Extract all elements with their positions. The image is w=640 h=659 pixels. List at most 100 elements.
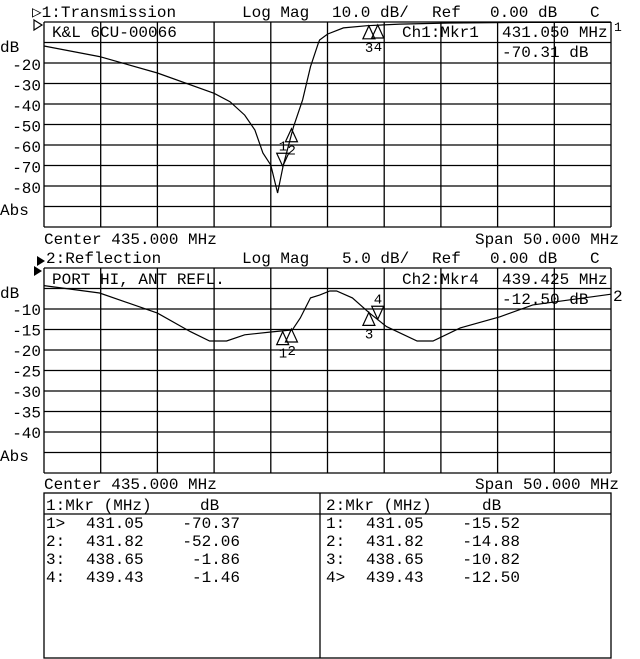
ch2-ref-value: 0.00 dB [490,250,557,268]
marker-triangle-icon [275,330,290,346]
marker-id: 2: [326,533,345,551]
ch2-scale: 5.0 dB/ [342,250,409,268]
marker-3[interactable]: 3 [361,310,376,343]
marker-3[interactable]: 3 [361,24,376,57]
marker-freq: 438.65 [366,551,424,569]
y-tick-label: -30 [12,78,41,96]
marker-freq: 439.43 [86,569,144,587]
marker-label: 1 [279,347,287,363]
marker-2[interactable]: 2 [284,127,299,160]
table-row: 2: 431.82 -14.88 [326,533,520,551]
marker-freq: 439.43 [366,569,424,587]
ch1-marker-freq: 431.050 MHz [502,24,608,42]
table-row: 1> 431.05 -70.37 [46,515,240,533]
ch2-center: Center 435.000 MHz [44,476,217,494]
ch2-marker-freq: 439.425 MHz [502,271,608,289]
marker-4[interactable]: 4 [370,23,385,56]
marker-db: -1.46 [192,569,240,587]
ch1-ref-marker: 1 [614,20,622,35]
y-tick-label: -40 [12,425,41,443]
marker-db: -15.52 [462,515,520,533]
y-tick-label: -35 [12,405,41,423]
marker-1[interactable]: 1 [275,139,290,168]
marker-freq: 431.05 [86,515,144,533]
y-tick-label: -30 [12,384,41,402]
marker-freq: 431.05 [366,515,424,533]
marker-db: -10.82 [462,551,520,569]
marker-2[interactable]: 2 [284,327,299,360]
ch1-title: ▷1:Transmission [32,4,176,22]
ch1-marker-value: -70.31 dB [502,44,588,62]
ch2-y-ticks: -10 -15 -20 -25 -30 -35 -40 [12,302,41,443]
ch2-span: Span 50.000 MHz [475,476,619,494]
ch1-table-header-db: dB [200,497,219,515]
y-tick-label: -50 [12,119,41,137]
table-row: 4> 439.43 -12.50 [326,569,520,587]
ch1-scale: 10.0 dB/ [332,4,409,22]
marker-label: 2 [287,144,295,160]
marker-4[interactable]: 4 [370,292,385,321]
ch1-annotation: K&L 6CU-00066 [52,24,177,42]
marker-freq: 438.65 [86,551,144,569]
ch1-y-mode: Abs [0,202,29,220]
marker-freq: 431.82 [86,533,144,551]
ch2-format: Log Mag [242,250,309,268]
marker-freq: 431.82 [366,533,424,551]
y-tick-label: -60 [12,139,41,157]
marker-label: 3 [365,327,373,343]
ch2-plot: 1 2 3 4 [43,267,612,474]
marker-label: 4 [374,292,382,308]
ch2-y-mode: Abs [0,448,29,466]
marker-triangle-icon [284,327,299,343]
marker-triangle-icon [361,24,376,40]
table-row: 3: 438.65 -10.82 [326,551,520,569]
marker-triangle-icon [284,127,299,143]
ch2-ref-marker: 2 [613,288,623,306]
marker-db: -1.86 [192,551,240,569]
ch1-ref-label: Ref [432,4,461,22]
marker-db: -12.50 [462,569,520,587]
table-row: 1: 431.05 -15.52 [326,515,520,533]
y-tick-label: -10 [12,302,41,320]
marker-id: 1: [326,515,345,533]
marker-label: 3 [365,41,373,57]
y-tick-label: -20 [12,57,41,75]
marker-triangle-icon [370,23,385,39]
marker-label: 2 [287,344,295,360]
y-tick-label: -40 [12,98,41,116]
y-tick-label: -70 [12,160,41,178]
marker-db: -70.37 [182,515,240,533]
marker-triangle-icon [275,152,290,168]
marker-1[interactable]: 1 [275,330,290,363]
ch1-ref-value: 0.00 dB [490,4,557,22]
marker-id: 2: [46,533,65,551]
ch1-format: Log Mag [242,4,309,22]
marker-id: 3: [46,551,65,569]
marker-triangle-icon [361,310,376,326]
marker-id: 1> [46,515,65,533]
ch1-center: Center 435.000 MHz [44,231,217,249]
ch2-table-header-mkr: 2:Mkr (MHz) [326,497,432,515]
marker-triangle-icon [370,305,385,321]
y-tick-label: -80 [12,180,41,198]
ch1-ref-pointer-icon [33,18,44,32]
table-row: 4: 439.43 -1.46 [46,569,240,587]
ch2-title: 2:Reflection [46,250,161,268]
marker-db: -52.06 [182,533,240,551]
ch1-table-header-mkr: 1:Mkr (MHz) [46,497,152,515]
y-tick-label: -20 [12,343,41,361]
marker-id: 3: [326,551,345,569]
ch2-marker-value: -12.50 dB [502,291,588,309]
ch1-y-ticks: -20 -30 -40 -50 -60 -70 -80 [12,57,41,198]
ch1-flag: C [590,4,600,22]
ch1-plot: 1 2 3 4 [43,21,612,228]
y-tick-label: -25 [12,364,41,382]
ch2-ref-label: Ref [432,250,461,268]
ch1-y-unit: dB [0,39,19,57]
ch1-marker-label: Ch1:Mkr1 [402,24,479,42]
marker-id: 4: [46,569,65,587]
marker-table: 1:Mkr (MHz) dB 2:Mkr (MHz) dB 1> 431.05 -7… [43,492,612,659]
ch1-span: Span 50.000 MHz [475,231,619,249]
marker-id: 4> [326,569,345,587]
